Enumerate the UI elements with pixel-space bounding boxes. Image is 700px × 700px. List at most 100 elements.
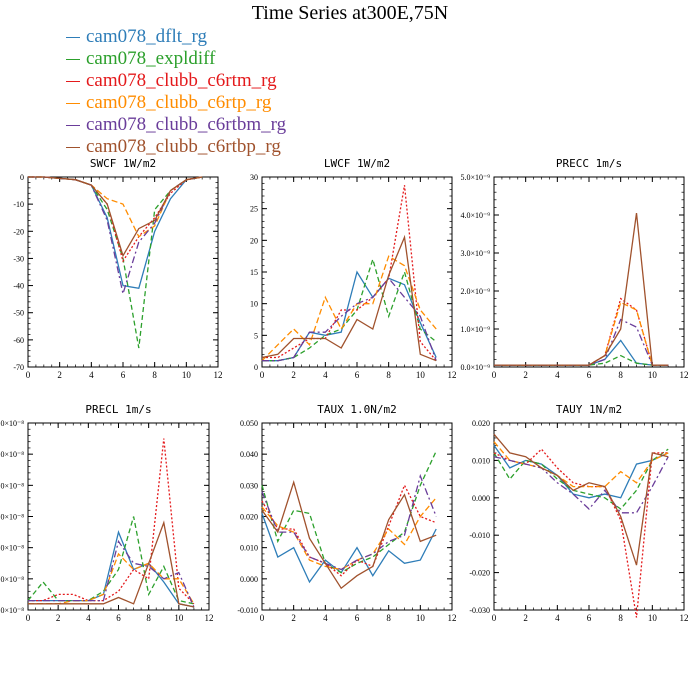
series-line [28,176,203,258]
x-tick-label: 2 [523,370,528,380]
x-tick-label: 12 [205,613,214,623]
chart-title: LWCF 1W/m2 [324,157,390,170]
y-tick-label: 1.0×10⁻⁸ [0,575,24,584]
y-tick-label: 0.000 [240,575,258,584]
series-line [493,433,669,566]
legend-line-icon [66,103,80,105]
x-tick-label: 2 [57,370,62,380]
series-line [494,318,669,366]
x-tick-label: 12 [680,613,689,623]
legend-label: cam078_expldiff [86,48,216,69]
x-tick-label: 6 [116,613,121,623]
y-tick-label: 0.010 [240,544,258,553]
y-tick-label: 0×10⁻⁸ [0,606,24,615]
series-line [28,539,195,608]
y-tick-label: 0 [20,173,24,182]
y-tick-label: 0.030 [240,481,258,490]
y-tick-label: -30 [13,254,24,263]
x-tick-label: 8 [618,613,623,623]
y-tick-label: -50 [13,309,24,318]
series-line [494,354,669,366]
legend-line-icon [66,81,80,83]
x-tick-label: 2 [291,613,296,623]
chart-title: PRECC 1m/s [556,157,622,170]
series-line [493,448,669,510]
y-tick-label: 0.000 [472,494,490,503]
y-tick-label: -0.020 [469,569,490,578]
chart-title: PRECL 1m/s [85,403,151,416]
legend: cam078_dflt_rg cam078_expldiff cam078_cl… [66,26,286,158]
y-tick-label: 20 [250,236,258,245]
x-tick-label: 6 [587,613,592,623]
series-line [494,301,669,366]
legend-entry: cam078_clubb_c6rtbm_rg [66,114,286,136]
y-tick-label: 3.0×10⁻⁸ [0,513,24,522]
figure-title: Time Series at300E,75N [251,2,449,24]
x-tick-label: 4 [555,613,560,623]
y-tick-label: -0.030 [469,606,490,615]
y-tick-label: 4.0×10⁻⁸ [0,481,24,490]
x-tick-label: 8 [152,370,157,380]
y-tick-label: -10 [13,200,24,209]
y-tick-label: 0.020 [240,513,258,522]
chart-title: TAUX 1.0N/m2 [317,403,396,416]
series-line [494,297,669,366]
series-line [28,438,195,605]
y-tick-label: 25 [250,205,258,214]
legend-label: cam078_clubb_c6rtm_rg [86,70,277,91]
y-tick-label: 2.0×10⁻⁸ [0,544,24,553]
chart-panel: TAUX 1.0N/m2 0 2 4 6 8 10 12 -0.010 0.000 0.010 0.0… [237,403,456,623]
series-line [261,255,437,362]
y-tick-label: 5 [254,331,258,340]
plot-frame [261,422,453,611]
y-tick-label: 0.050 [240,419,258,428]
series-line [28,529,195,608]
y-tick-label: 0.020 [472,419,490,428]
y-tick-label: 0.0×10⁻⁹ [460,363,490,372]
series-line [261,234,437,362]
legend-label: cam078_clubb_c6rtp_rg [86,92,272,113]
y-tick-label: 3.0×10⁻⁹ [460,249,490,258]
series-line [28,176,203,263]
x-tick-label: 2 [523,613,528,623]
series-line [262,270,437,362]
chart-panel: TAUY 1N/m2 0 2 4 6 8 10 12 -0.030 -0.020 -0.010 0.0… [469,403,688,623]
y-tick-label: 0.040 [240,450,258,459]
x-tick-label: 12 [448,370,457,380]
y-tick-label: 0.010 [472,456,490,465]
chart-panel: PRECC 1m/s 0 2 4 6 8 10 12 0.0×10⁻⁹ 1.0×10⁻⁹ 2.0×1… [460,157,688,380]
x-tick-label: 6 [355,370,360,380]
series-line [261,497,437,571]
x-tick-label: 0 [26,370,31,380]
y-tick-label: -0.010 [469,531,490,540]
x-tick-label: 8 [386,370,391,380]
series-line [28,176,203,349]
legend-label: cam078_clubb_c6rtbm_rg [86,114,287,135]
x-tick-label: 8 [386,613,391,623]
series-line [261,479,437,590]
chart-panel: LWCF 1W/m2 0 2 4 6 8 10 12 0 5 10 15 20 25 30 [250,157,457,380]
plot-frame [493,176,685,368]
y-tick-label: 6.0×10⁻⁸ [0,419,24,428]
x-tick-label: 4 [555,370,560,380]
x-tick-label: 10 [648,370,658,380]
x-tick-label: 8 [618,370,623,380]
series-line [493,448,669,618]
chart-panel: SWCF 1W/m2 0 2 4 6 8 10 12 -70 -60 -50 -40 -30 -20 -10… [13,157,222,380]
x-tick-label: 6 [587,370,592,380]
x-tick-label: 10 [416,370,426,380]
y-tick-label: 2.0×10⁻⁹ [460,287,490,296]
series-line [261,473,437,571]
x-tick-label: 10 [182,370,192,380]
legend-entry: cam078_expldiff [66,48,286,70]
y-tick-label: -60 [13,336,24,345]
y-tick-label: -0.010 [237,606,258,615]
y-tick-label: -20 [13,227,24,236]
legend-label: cam078_clubb_c6rtbp_rg [86,136,281,157]
x-tick-label: 10 [416,613,426,623]
x-tick-label: 12 [448,613,457,623]
series-line [493,456,669,514]
plot-frame [27,422,210,611]
x-tick-label: 10 [648,613,658,623]
x-tick-label: 6 [121,370,126,380]
